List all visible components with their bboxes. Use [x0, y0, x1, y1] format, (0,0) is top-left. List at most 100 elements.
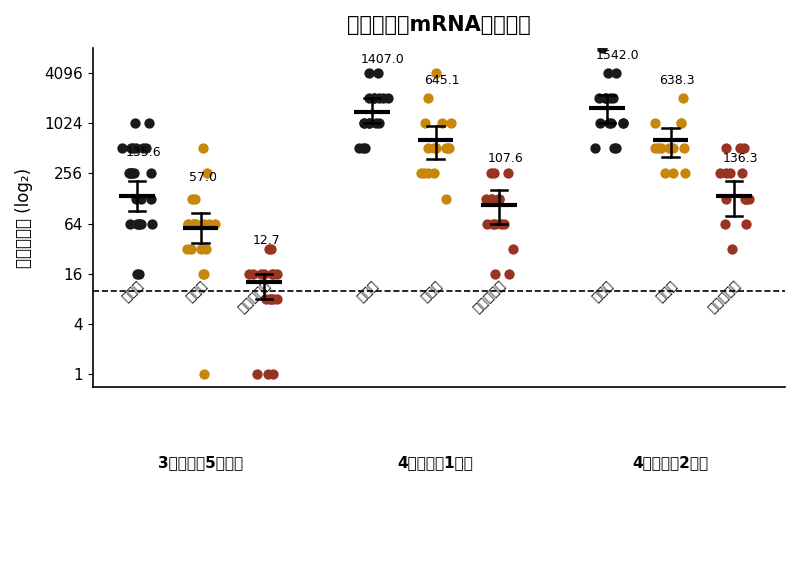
Point: [127, 168, 140, 178]
Point: [129, 143, 142, 153]
Point: [266, 370, 279, 379]
Point: [714, 168, 726, 178]
Point: [649, 143, 662, 153]
Point: [198, 269, 210, 279]
Point: [740, 194, 753, 203]
Point: [371, 68, 384, 78]
Point: [123, 168, 136, 178]
Point: [418, 168, 430, 178]
Point: [362, 68, 375, 78]
Point: [382, 93, 394, 103]
Text: 107.6: 107.6: [488, 152, 523, 165]
Point: [649, 118, 662, 128]
Point: [266, 269, 279, 279]
Point: [485, 194, 498, 203]
Point: [498, 219, 510, 229]
Point: [666, 143, 679, 153]
Point: [442, 143, 454, 153]
Point: [604, 93, 617, 103]
Point: [662, 143, 675, 153]
Point: [262, 370, 274, 379]
Point: [129, 118, 142, 128]
Point: [357, 143, 370, 153]
Point: [197, 269, 210, 279]
Point: [617, 118, 630, 128]
Point: [674, 118, 687, 128]
Point: [719, 219, 732, 229]
Point: [145, 168, 158, 178]
Point: [270, 269, 283, 279]
Point: [440, 194, 453, 203]
Text: 135.6: 135.6: [126, 146, 162, 159]
Point: [593, 93, 606, 103]
Point: [654, 143, 667, 153]
Point: [610, 143, 622, 153]
Y-axis label: 中和抗体価 (log₂): 中和抗体価 (log₂): [15, 167, 33, 268]
Text: デルタ: デルタ: [418, 279, 445, 305]
Point: [486, 219, 499, 229]
Point: [124, 143, 137, 153]
Point: [479, 194, 492, 203]
Point: [422, 168, 434, 178]
Point: [203, 219, 216, 229]
Point: [125, 168, 138, 178]
Point: [377, 93, 390, 103]
Point: [506, 244, 519, 254]
Point: [485, 168, 498, 178]
Point: [198, 370, 211, 379]
Point: [187, 219, 200, 229]
Point: [134, 219, 147, 229]
Point: [442, 143, 455, 153]
Point: [262, 244, 275, 254]
Text: 12.7: 12.7: [253, 234, 281, 247]
Point: [719, 168, 732, 178]
Point: [197, 143, 210, 153]
Point: [599, 93, 612, 103]
Point: [255, 269, 268, 279]
Point: [595, 43, 608, 52]
Point: [414, 168, 427, 178]
Point: [493, 194, 506, 203]
Text: 1407.0: 1407.0: [361, 52, 405, 65]
Point: [674, 118, 687, 128]
Point: [189, 219, 202, 229]
Point: [200, 168, 213, 178]
Point: [617, 118, 630, 128]
Text: 3回目から5ヶ月後: 3回目から5ヶ月後: [158, 455, 243, 470]
Point: [428, 168, 441, 178]
Point: [418, 118, 431, 128]
Point: [440, 143, 453, 153]
Point: [606, 93, 619, 103]
Point: [133, 269, 146, 279]
Point: [501, 168, 514, 178]
Point: [651, 143, 664, 153]
Point: [263, 294, 276, 304]
Point: [122, 168, 135, 178]
Point: [493, 194, 506, 203]
Text: 1542.0: 1542.0: [596, 49, 639, 62]
Point: [130, 194, 142, 203]
Point: [264, 244, 277, 254]
Point: [352, 143, 365, 153]
Point: [124, 219, 137, 229]
Point: [362, 93, 375, 103]
Point: [243, 269, 256, 279]
Point: [486, 194, 498, 203]
Point: [676, 93, 689, 103]
Point: [143, 118, 156, 128]
Point: [738, 194, 751, 203]
Point: [489, 269, 502, 279]
Text: デルタ: デルタ: [184, 279, 210, 305]
Text: 野生株: 野生株: [590, 279, 616, 305]
Point: [373, 118, 386, 128]
Point: [739, 219, 752, 229]
Text: 野生株: 野生株: [120, 279, 146, 305]
Point: [678, 143, 690, 153]
Point: [436, 118, 449, 128]
Point: [430, 68, 442, 78]
Point: [422, 143, 434, 153]
Point: [358, 118, 370, 128]
Point: [738, 143, 750, 153]
Point: [489, 219, 502, 229]
Point: [666, 168, 679, 178]
